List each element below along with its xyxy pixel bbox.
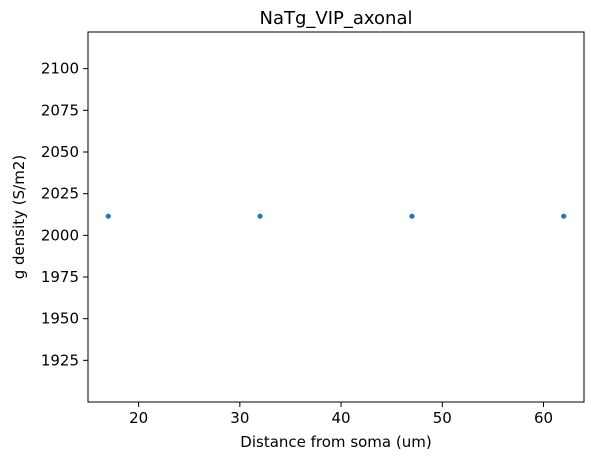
data-point <box>257 213 263 219</box>
x-tick-label: 20 <box>129 409 148 427</box>
y-tick-label: 2075 <box>41 101 79 119</box>
data-point <box>561 213 567 219</box>
y-axis-label: g density (S/m2) <box>10 155 28 280</box>
y-tick-label: 2050 <box>41 143 79 161</box>
x-tick-label: 40 <box>332 409 351 427</box>
y-tick-label: 2025 <box>41 185 79 203</box>
data-point <box>409 213 415 219</box>
x-tick-label: 30 <box>230 409 249 427</box>
chart-title: NaTg_VIP_axonal <box>260 8 413 29</box>
data-point <box>105 213 111 219</box>
y-tick-label: 1975 <box>41 268 79 286</box>
y-tick-label: 1950 <box>41 310 79 328</box>
plot-frame <box>87 31 585 403</box>
x-tick-label: 60 <box>534 409 553 427</box>
x-axis-label: Distance from soma (um) <box>240 433 431 451</box>
plot-area <box>105 213 567 219</box>
y-tick-label: 2000 <box>41 226 79 244</box>
y-tick-label: 1925 <box>41 351 79 369</box>
y-tick-label: 2100 <box>41 60 79 78</box>
x-tick-label: 50 <box>433 409 452 427</box>
